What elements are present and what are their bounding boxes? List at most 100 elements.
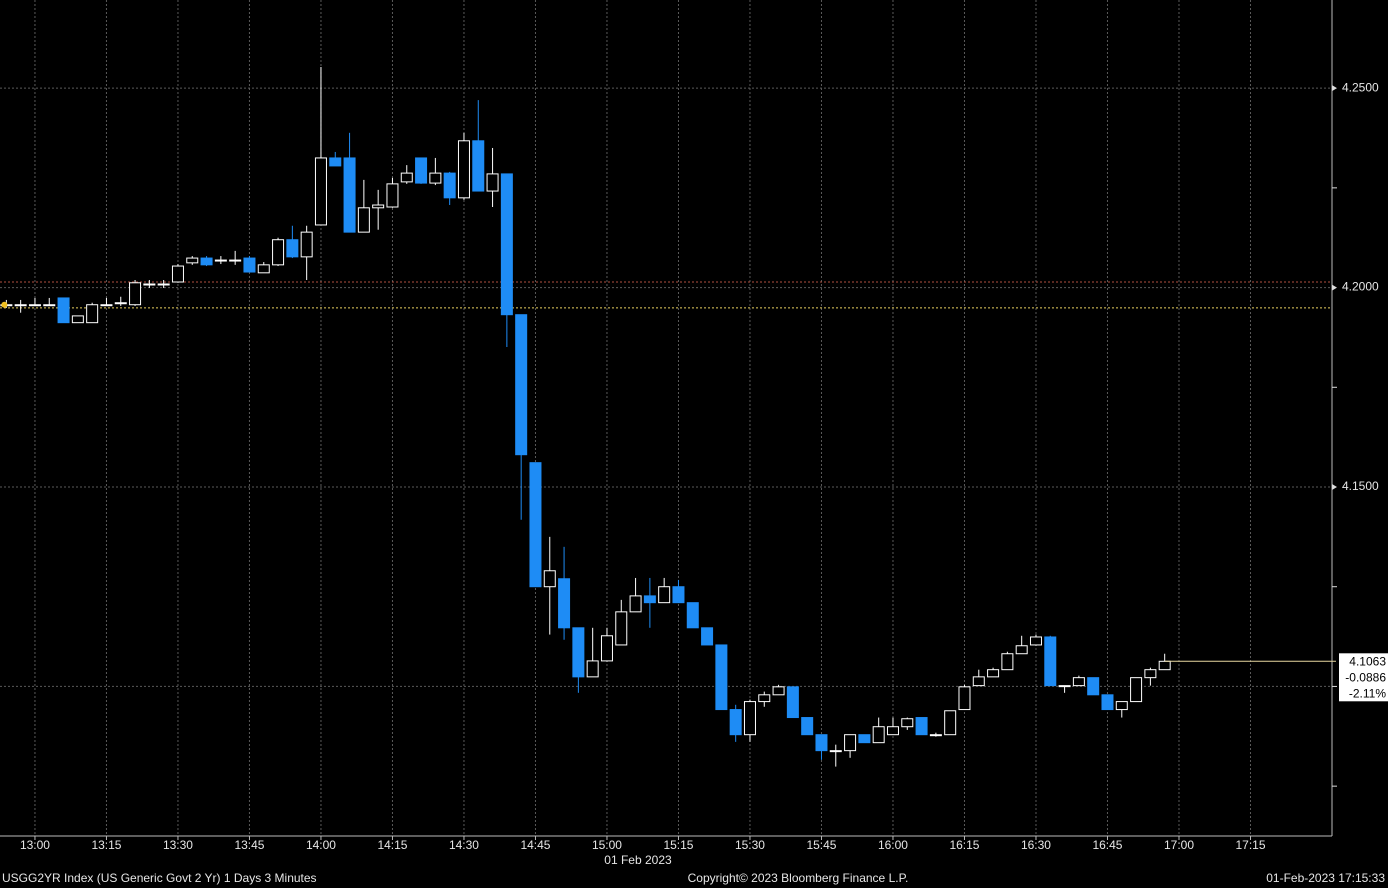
candle-body: [372, 204, 385, 209]
y-tick-label: 4.1500: [1342, 479, 1379, 493]
candle-body: [171, 265, 184, 283]
x-tick-label: 15:45: [806, 838, 836, 852]
x-tick-label: 13:45: [234, 838, 264, 852]
candle-body: [1001, 653, 1014, 671]
candle-body: [1130, 677, 1143, 703]
x-tick-label: 13:00: [20, 838, 50, 852]
candle-body: [1115, 701, 1128, 711]
x-tick-label: 14:15: [377, 838, 407, 852]
x-tick-label: 16:15: [949, 838, 979, 852]
candle-body: [415, 157, 428, 184]
candle-body: [758, 694, 771, 703]
date-label: 01 Feb 2023: [604, 853, 672, 867]
candle-body: [500, 173, 513, 316]
candle-body: [886, 726, 899, 736]
candle-body: [1158, 660, 1171, 671]
x-tick-label: 14:45: [520, 838, 550, 852]
start-marker: [1, 301, 8, 308]
last-price-label: 4.1063: [1349, 654, 1386, 668]
candle-body: [357, 207, 370, 233]
footer-right: 01-Feb-2023 17:15:33: [1266, 871, 1385, 885]
candle-body: [772, 686, 785, 696]
x-tick-label: 15:00: [592, 838, 622, 852]
candle-body: [1044, 636, 1057, 687]
x-tick-label: 14:00: [306, 838, 336, 852]
candle-body: [715, 644, 728, 711]
candle-body: [701, 627, 714, 646]
candle-body: [200, 257, 213, 266]
candle-body: [815, 734, 828, 752]
x-tick-label: 16:00: [878, 838, 908, 852]
candle-body: [529, 462, 542, 588]
candle-body: [558, 578, 571, 629]
candle-body: [1087, 677, 1100, 696]
candle-body: [958, 686, 971, 711]
candle-body: [114, 302, 127, 305]
candle-body: [1144, 669, 1157, 679]
y-tick-label: 4.2500: [1342, 80, 1379, 94]
change-label: -0.0886: [1345, 670, 1386, 684]
y-tick-label: 4.2000: [1342, 280, 1379, 294]
candle-body: [829, 750, 842, 753]
candle-body: [515, 314, 528, 456]
candle-body: [915, 717, 928, 736]
candle-body: [286, 239, 299, 258]
y-tick: [1332, 484, 1337, 491]
candle-body: [615, 611, 628, 646]
candle-body: [129, 282, 142, 306]
x-tick-label: 17:15: [1235, 838, 1265, 852]
candle-body: [229, 259, 242, 262]
candle-body: [157, 283, 170, 286]
candle-body: [457, 140, 470, 199]
candle-body: [944, 710, 957, 736]
candle-body: [801, 717, 814, 736]
x-tick-label: 15:15: [663, 838, 693, 852]
candle-body: [71, 315, 84, 324]
candle-body: [543, 570, 556, 588]
candle-body: [386, 183, 399, 208]
candle-body: [1072, 677, 1085, 687]
candle-body: [443, 172, 456, 199]
candle-body: [786, 686, 799, 719]
candle-body: [300, 231, 313, 258]
candle-body: [43, 304, 56, 307]
y-tick: [1332, 85, 1337, 92]
x-tick-label: 16:30: [1021, 838, 1051, 852]
candle-body: [729, 709, 742, 736]
candle-body: [572, 627, 585, 678]
candle-body: [472, 140, 485, 192]
x-tick-label: 17:00: [1164, 838, 1194, 852]
candle-body: [14, 304, 27, 307]
candle-body: [901, 718, 914, 728]
x-tick-label: 16:45: [1092, 838, 1122, 852]
candle-body: [586, 660, 599, 678]
candle-body: [100, 304, 113, 307]
candle-body: [987, 669, 1000, 678]
candle-body: [600, 635, 613, 662]
candle-body: [28, 304, 41, 307]
candle-body: [844, 734, 857, 752]
candle-body: [658, 586, 671, 604]
candle-body: [314, 157, 327, 226]
candle-body: [272, 239, 285, 266]
candle-body: [643, 595, 656, 604]
candle-body: [257, 264, 270, 274]
candle-body: [1029, 636, 1042, 646]
candle-body: [1015, 645, 1028, 655]
y-tick: [1332, 284, 1337, 291]
candle-body: [329, 157, 342, 167]
candle-body: [1101, 694, 1114, 711]
footer-center: Copyright© 2023 Bloomberg Finance L.P.: [688, 871, 909, 885]
candle-body: [872, 726, 885, 744]
candle-body: [86, 304, 99, 324]
candle-body: [186, 257, 199, 264]
footer-left: USGG2YR Index (US Generic Govt 2 Yr) 1 D…: [2, 871, 317, 885]
candle-body: [429, 172, 442, 184]
candle-body: [57, 297, 70, 324]
x-tick-label: 13:30: [163, 838, 193, 852]
candle-body: [143, 283, 156, 286]
candle-body: [243, 257, 256, 273]
candle-body: [343, 157, 356, 233]
